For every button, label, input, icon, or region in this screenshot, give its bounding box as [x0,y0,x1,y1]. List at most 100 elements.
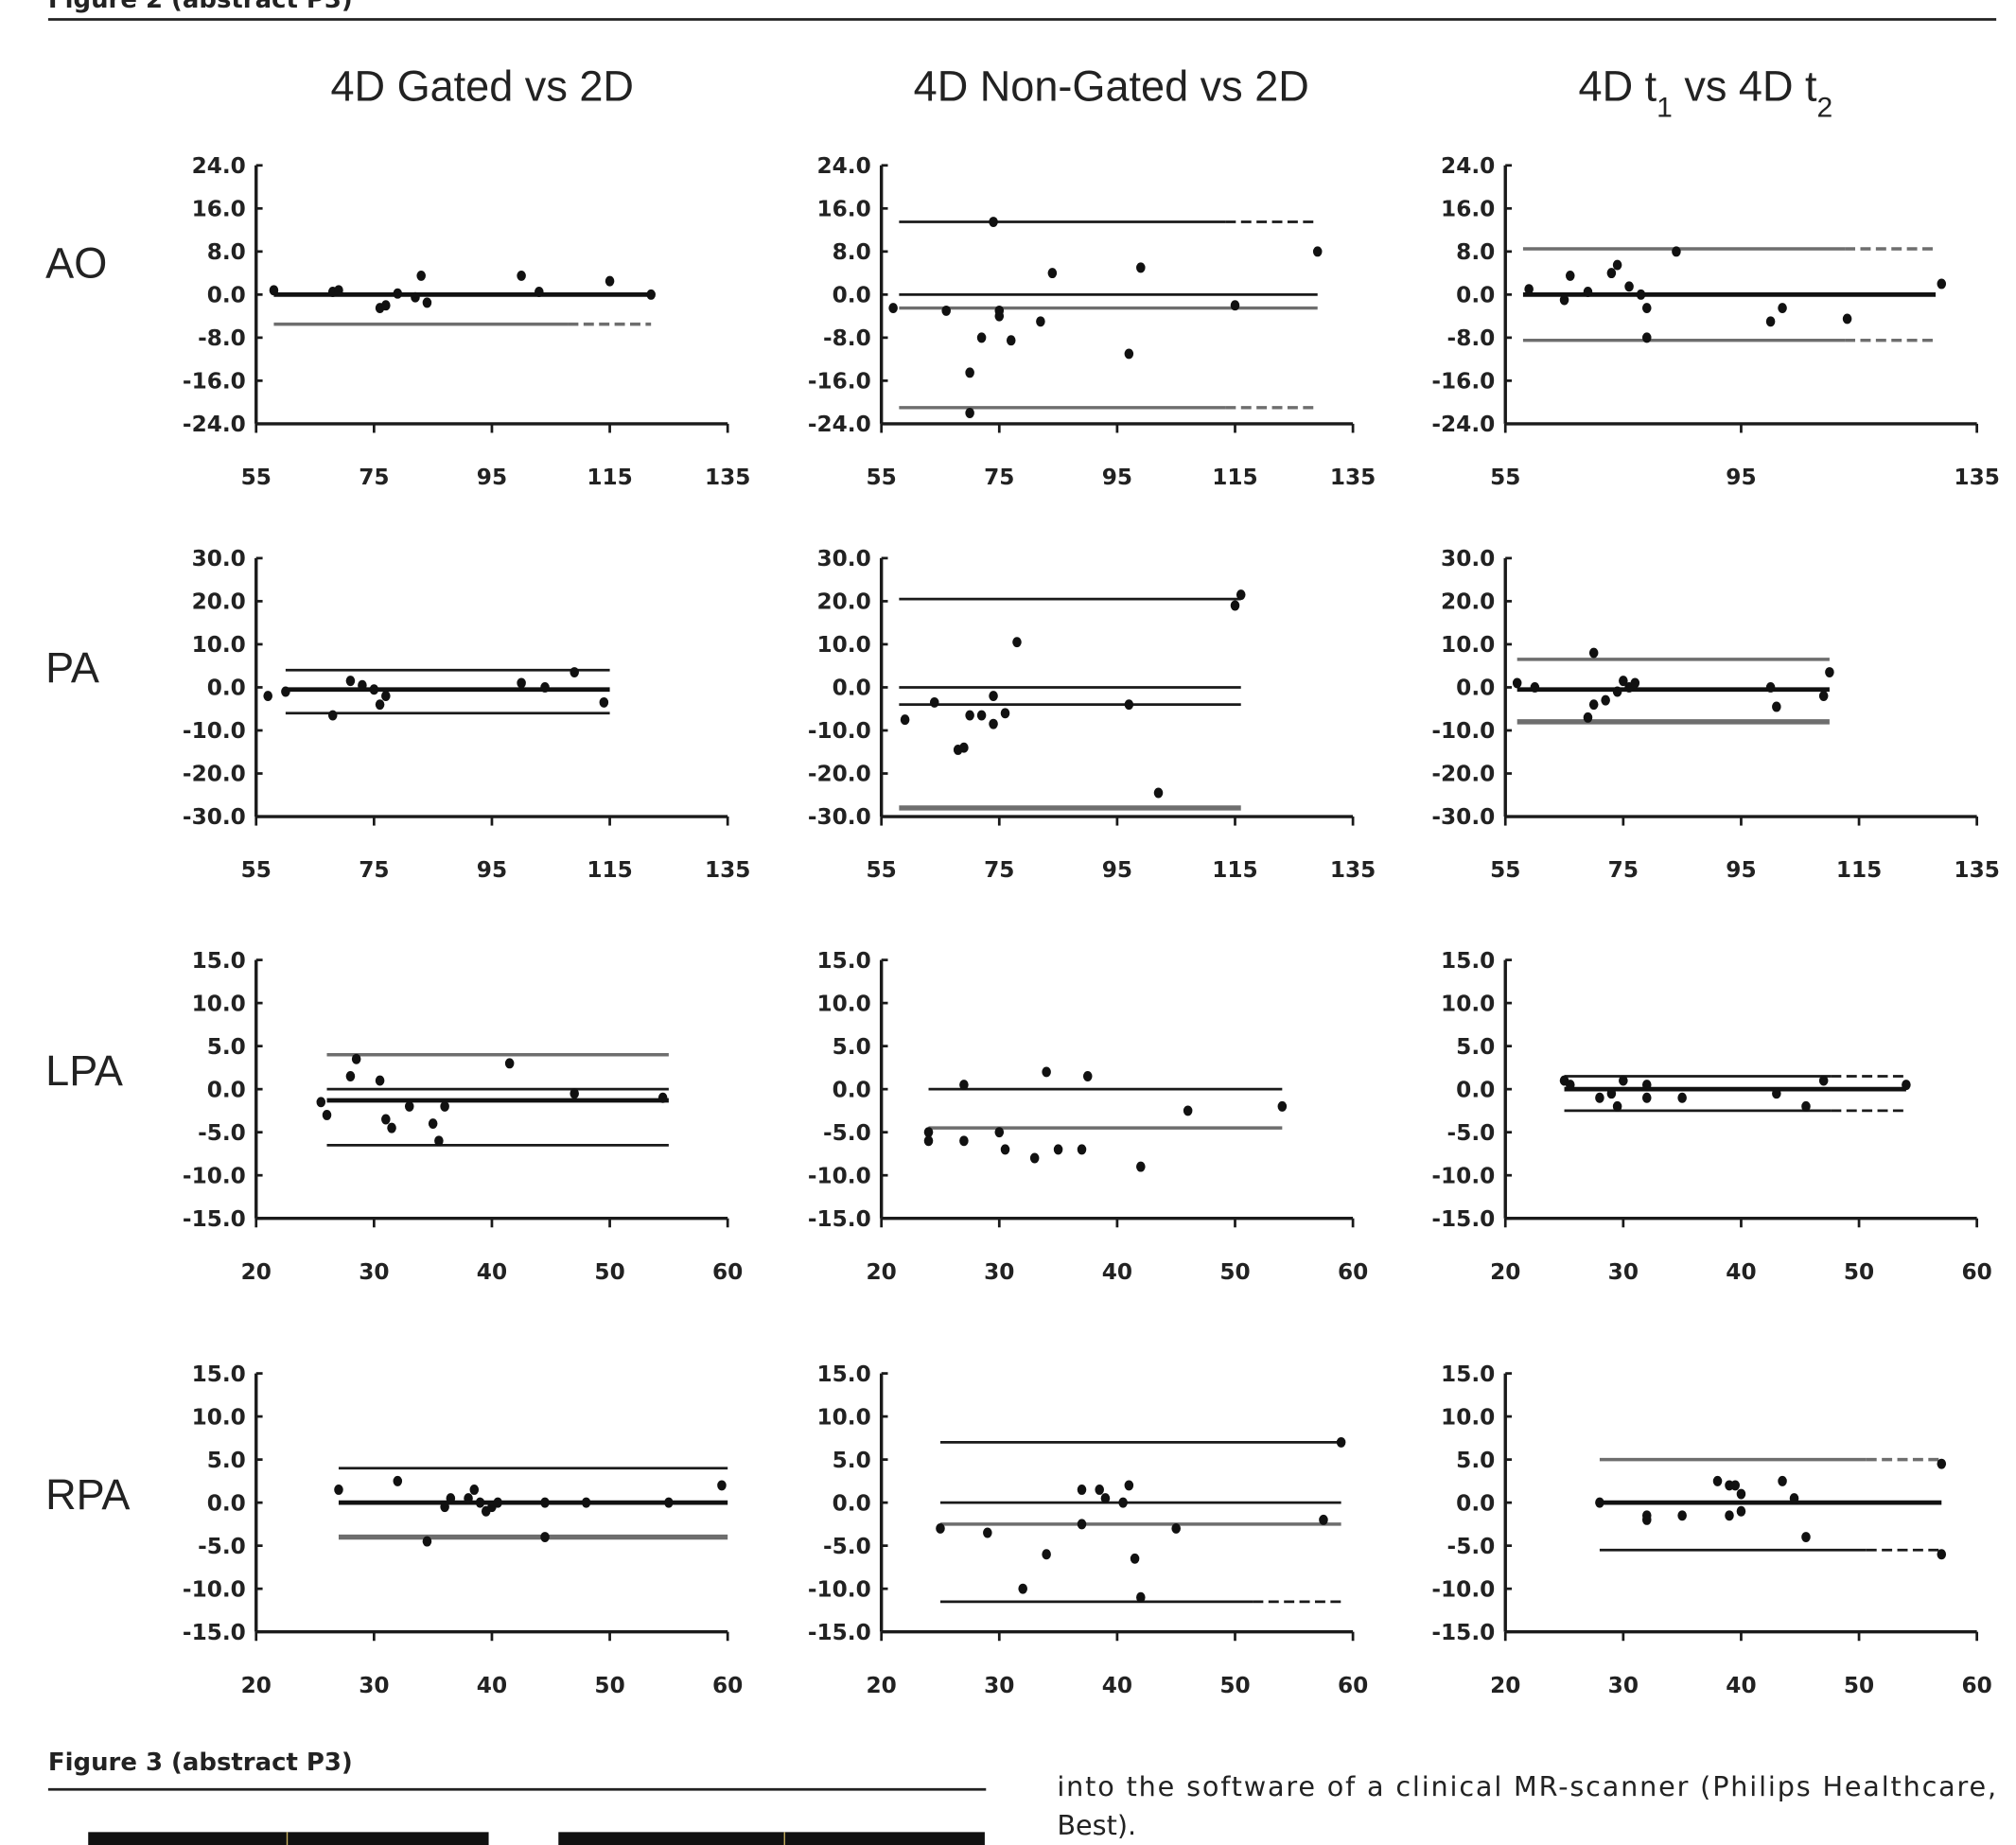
y-tick-label: -5.0 [198,1120,246,1146]
data-point [1053,1144,1063,1155]
y-tick-label: 0.0 [833,676,871,701]
data-point [1641,1080,1652,1091]
data-point [1772,701,1781,712]
data-point [1042,1066,1051,1078]
x-tick-label: 20 [867,1673,897,1698]
data-point [1736,1488,1746,1500]
data-point [464,1493,473,1504]
data-point [1583,287,1593,297]
data-point [535,287,544,297]
data-point [504,1058,515,1069]
data-point [1641,1514,1652,1525]
data-point [1818,691,1829,702]
y-tick-label: 16.0 [1441,197,1495,222]
data-point [416,270,426,281]
data-point [923,1127,934,1138]
y-tick-label: -20.0 [808,762,871,787]
y-tick-label: -16.0 [808,369,871,395]
y-tick-label: 0.0 [207,1490,246,1516]
y-tick-label: -15.0 [1431,1620,1495,1645]
x-tick-label: 55 [867,857,897,883]
x-tick-label: 20 [1490,1673,1520,1698]
x-tick-label: 40 [477,1673,507,1698]
data-point [393,1475,403,1486]
y-tick-label: -15.0 [808,1206,871,1232]
data-point [1095,1485,1104,1495]
data-point [375,699,385,711]
y-tick-label: 10.0 [192,1404,246,1430]
x-tick-label: 135 [1330,465,1376,490]
x-tick-label: 115 [1212,857,1257,883]
y-tick-label: -15.0 [183,1620,246,1645]
data-point [493,1497,502,1508]
x-tick-label: 50 [1844,1259,1874,1285]
y-tick-label: -20.0 [183,762,246,787]
x-tick-label: 50 [594,1673,624,1698]
x-tick-label: 30 [1608,1259,1639,1285]
data-point [1047,268,1058,279]
data-point [1672,246,1681,257]
x-tick-label: 95 [1726,465,1756,490]
data-point [1619,676,1628,687]
data-point [1029,1152,1040,1164]
y-tick-label: -8.0 [198,325,246,351]
x-tick-label: 30 [1608,1673,1639,1698]
x-tick-label: 55 [1490,857,1520,883]
data-point [570,1088,579,1099]
x-tick-label: 55 [241,857,272,883]
y-tick-label: 30.0 [1441,546,1495,571]
data-point [1230,600,1240,611]
data-point [989,691,998,702]
x-tick-label: 75 [359,857,389,883]
x-tick-label: 135 [1330,857,1376,883]
data-point [334,1485,343,1495]
x-tick-label: 95 [477,857,507,883]
data-point [1524,284,1534,295]
data-point [434,1135,444,1147]
x-tick-label: 40 [1726,1259,1756,1285]
data-point [1730,1480,1740,1491]
y-tick-label: 0.0 [1456,1077,1495,1102]
body-text-line: Best). [1057,1809,1136,1841]
data-point [1077,1519,1087,1530]
y-tick-label: 5.0 [833,1034,871,1060]
x-tick-label: 40 [1102,1259,1132,1285]
data-point [1902,1080,1911,1091]
data-point [1937,1458,1947,1469]
data-point [1042,1549,1051,1560]
x-tick-label: 135 [705,465,750,490]
y-tick-label: -5.0 [198,1534,246,1559]
data-point [1565,270,1575,281]
y-tick-label: -24.0 [808,412,871,437]
data-point [1559,294,1569,306]
y-tick-label: 10.0 [192,991,246,1016]
data-point [358,679,367,691]
y-tick-label: 8.0 [833,239,871,265]
y-tick-label: 15.0 [1441,948,1495,974]
y-tick-label: 5.0 [833,1448,871,1473]
x-tick-label: 20 [241,1673,272,1698]
y-tick-label: -16.0 [1431,369,1495,395]
x-tick-label: 115 [587,465,632,490]
y-tick-label: 30.0 [192,546,246,571]
data-point [540,1497,550,1508]
data-point [428,1118,438,1130]
data-point [1641,303,1652,314]
data-point [1937,278,1947,290]
data-point [1277,1100,1288,1112]
x-tick-label: 75 [359,465,389,490]
data-point [1000,1144,1010,1155]
data-point [381,691,391,702]
x-tick-label: 50 [1219,1259,1250,1285]
data-point [888,303,898,314]
data-point [1772,1088,1781,1099]
data-point [1012,637,1022,648]
data-point [570,667,579,678]
data-point [1100,1493,1111,1504]
x-tick-label: 20 [1490,1259,1520,1285]
y-tick-label: -16.0 [183,369,246,395]
data-point [959,1135,969,1147]
y-tick-label: -10.0 [183,718,246,744]
y-tick-label: -10.0 [1431,718,1495,744]
data-point [322,1110,332,1120]
